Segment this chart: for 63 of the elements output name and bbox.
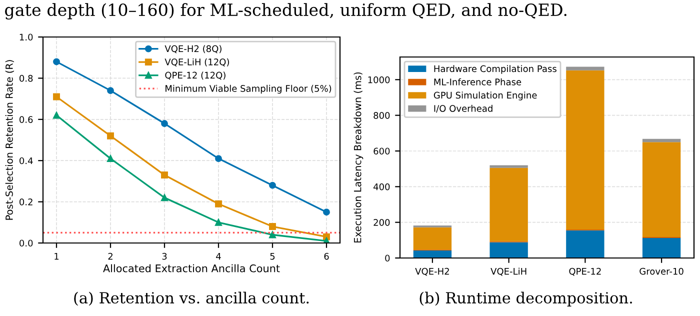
y-tick-label: 0.2 (20, 198, 32, 206)
bar (490, 242, 528, 258)
x-tick-label: 2 (108, 252, 112, 260)
y-tick-label: 0.8 (20, 74, 33, 82)
point (107, 132, 114, 140)
bar (566, 66, 604, 70)
bar (566, 230, 604, 258)
point (53, 58, 60, 66)
y-axis-title: Execution Latency Breakdown (ms) (354, 72, 364, 242)
text: gate depth (10–160) for ML-scheduled, uniform QED, and no-QED. (5, 3, 566, 20)
legend-label: VQE-LiH (12Q) (164, 58, 229, 66)
legend-label: QPE-12 (12Q) (165, 72, 226, 80)
legend-label: ML-Inference Phase (434, 78, 522, 86)
text: (b) Runtime decomposition. (420, 292, 632, 307)
x-tick-label: 3 (162, 252, 167, 260)
y-tick-label: 400 (373, 183, 390, 190)
y-tick-label: 1.0 (20, 34, 33, 41)
x-tick-label: QPE-12 (569, 268, 601, 276)
y-tick-label: 0 (385, 254, 390, 262)
bar (642, 138, 681, 142)
point (215, 155, 222, 162)
bar (413, 250, 452, 258)
point (215, 200, 222, 208)
bar (566, 70, 604, 230)
y-tick-label: 0.6 (20, 116, 33, 123)
y-tick-label: 800 (374, 112, 390, 119)
bar (413, 227, 452, 250)
x-axis-title: Allocated Extraction Ancilla Count (103, 264, 280, 272)
bar (642, 238, 681, 258)
point (161, 172, 168, 178)
point (215, 218, 222, 226)
point (53, 93, 60, 100)
point (269, 223, 276, 230)
point (269, 231, 276, 238)
point (107, 155, 114, 162)
y-axis-title: Post-Selection Retention Rate (R) (5, 60, 14, 220)
legend-label: I/O Overhead (434, 104, 492, 113)
bar (490, 168, 528, 242)
y-tick-label: 1000 (368, 76, 390, 84)
x-tick-label: Grover-10 (640, 268, 684, 275)
legend-label: VQE-H2 (8Q) (164, 45, 222, 54)
x-tick-label: 1 (54, 253, 59, 260)
legend-label: GPU Simulation Engine (434, 92, 537, 100)
y-tick-label: 600 (374, 148, 390, 155)
point (53, 112, 60, 119)
text: (a) Retention vs. ancilla count. (74, 292, 309, 306)
x-tick-label: 6 (324, 252, 329, 260)
point (107, 87, 114, 94)
bar (490, 165, 528, 168)
y-tick-label: 0.0 (20, 240, 33, 247)
legend-label: Hardware Compilation Pass (434, 65, 556, 74)
point (323, 208, 330, 216)
point (269, 182, 276, 189)
point (161, 194, 168, 202)
x-tick-label: 5 (270, 253, 275, 260)
x-tick-label: 4 (216, 253, 221, 260)
x-tick-label: VQE-LiH (490, 268, 526, 276)
y-tick-label: 200 (374, 219, 390, 226)
point (161, 120, 168, 127)
bar (642, 142, 681, 237)
y-tick-label: 0.4 (20, 157, 33, 164)
legend-label: Minimum Viable Sampling Floor (5%) (166, 84, 332, 94)
x-tick-label: VQE-H2 (415, 268, 449, 276)
